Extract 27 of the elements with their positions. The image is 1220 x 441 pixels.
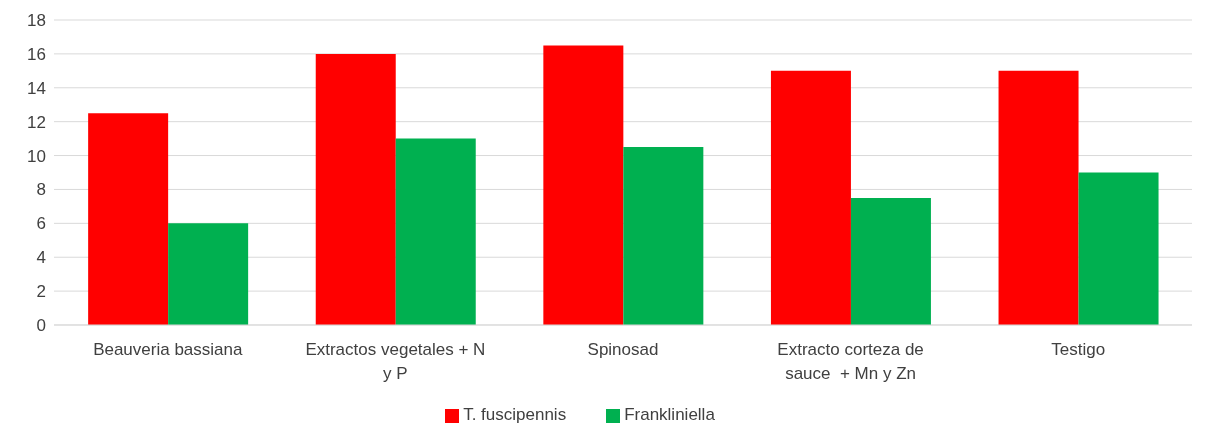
y-tick-label: 6 [36,214,46,234]
bar [998,70,1079,325]
y-tick-label: 0 [36,316,46,336]
y-tick-label: 12 [27,112,46,132]
x-tick-label: Testigo [1051,340,1106,359]
bar [770,70,851,325]
bar [315,53,396,325]
legend-label: Frankliniella [624,405,715,424]
bar [88,113,169,325]
x-tick-label: Extractos vegetales + N y P [305,340,486,383]
x-tick-label: Beauveria bassiana [93,340,243,359]
bar [623,147,704,325]
bar [850,197,931,325]
y-tick-label: 16 [27,44,46,64]
bar [395,138,476,325]
legend-label: T. fuscipennis [463,405,567,424]
y-tick-label: 18 [27,11,46,31]
x-tick-label: Spinosad [587,340,659,359]
y-tick-label: 2 [36,282,46,302]
y-tick-label: 14 [27,78,46,98]
y-tick-label: 4 [36,248,46,268]
y-tick-label: 10 [27,146,46,166]
x-tick-label: Extracto corteza de sauce + Mn y Zn [777,340,924,383]
y-tick-label: 8 [36,180,46,200]
bar [168,223,249,325]
bar [543,45,624,325]
bar [1078,172,1159,325]
